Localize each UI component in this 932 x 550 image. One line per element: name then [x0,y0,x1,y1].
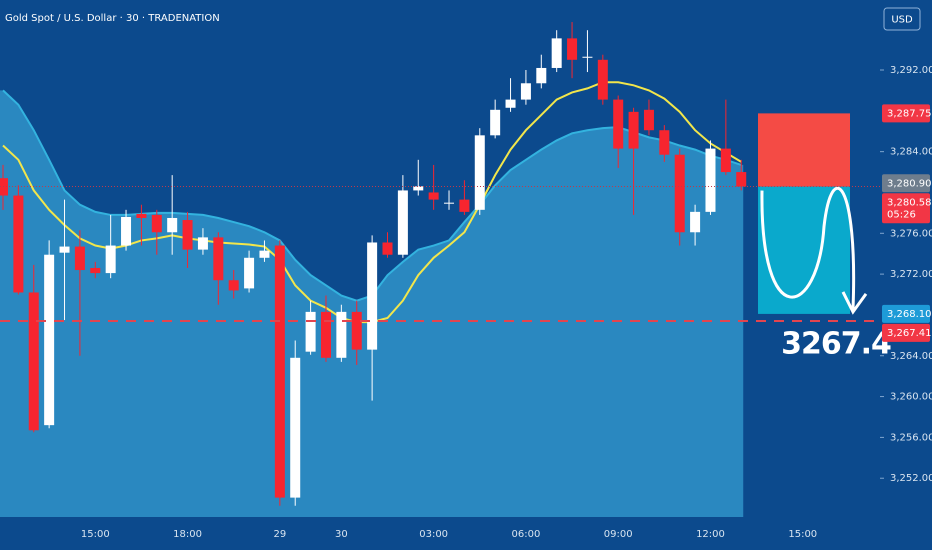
currency-box[interactable] [883,7,921,31]
price-label: 3,267.41 [887,328,932,339]
x-tick-label: 29 [273,529,286,540]
candle-body [197,237,208,250]
candle-body [0,178,8,196]
projection-curve [760,186,856,309]
candle-body [74,246,85,271]
target-zone [758,186,850,314]
candle-body [459,199,470,212]
candle-body [413,186,424,191]
price-label: 3,287.75 [887,108,932,119]
price-label-box [882,174,930,193]
y-tick-label: 3,276.00 [890,228,932,239]
candle-body [551,38,562,68]
stop-zone [758,113,850,187]
y-tick-label: 3,256.00 [890,432,932,443]
target-label: 3267.4 [781,326,891,361]
y-tick-label: 3,292.00 [890,65,932,76]
candle-body [90,267,101,274]
price-label-box [882,304,930,323]
candle-body [336,311,347,358]
candle-body [167,217,178,233]
candle-body [105,245,116,274]
x-tick-label: 09:00 [604,529,633,540]
candle-body [320,311,331,358]
candle-body [520,83,531,100]
candle-body [259,250,270,258]
candle-body [428,192,439,200]
x-tick-label: 30 [335,529,348,540]
candle-body [674,154,685,233]
candle-body [274,245,285,498]
candle-body [28,292,39,431]
candle-body [290,357,301,498]
x-tick-label: 15:00 [81,529,110,540]
y-tick-label: 3,252.00 [890,473,932,484]
projection-arrow [841,291,868,315]
candle-body [720,148,731,173]
x-tick-label: 03:00 [419,529,448,540]
price-label: 3,280.58 [887,197,932,208]
candle-body [474,135,485,210]
candle-body [44,254,55,426]
candle-body [690,211,701,233]
price-label: 3,280.90 [887,178,932,189]
candle-body [244,257,255,289]
candle-body [613,99,624,149]
chart-title: Gold Spot / U.S. Dollar · 30 · TRADENATI… [5,13,220,24]
candle-body [151,214,162,233]
candle-body [505,99,516,108]
price-label-box [882,323,930,342]
candle-body [490,109,501,136]
price-label-box [882,193,930,224]
candle-body [136,213,147,218]
y-tick-label: 3,264.00 [890,351,932,362]
candle-body [582,56,593,58]
candle-body [305,311,316,352]
candle-body [59,246,70,253]
candle-body [382,242,393,255]
y-tick-label: 3,284.00 [890,147,932,158]
candle-body [567,38,578,60]
y-tick-label: 3,260.00 [890,392,932,403]
candle-body [628,111,639,149]
x-tick-label: 15:00 [788,529,817,540]
candle-body [367,242,378,350]
candle-body [228,280,239,291]
currency-button[interactable]: USD [891,15,913,26]
countdown: 05:26 [887,209,916,220]
candle-body [659,130,670,155]
candle-body [597,59,608,100]
price-label: 3,268.10 [887,309,932,320]
x-tick-label: 12:00 [696,529,725,540]
candle-body [351,311,362,350]
candle-body [121,216,132,246]
y-tick-label: 3,272.00 [890,269,932,280]
x-tick-label: 06:00 [512,529,541,540]
candle-body [643,109,654,131]
candle-body [444,202,455,204]
candle-body [182,220,193,250]
x-tick-label: 18:00 [173,529,202,540]
price-label-box [882,104,930,123]
candle-body [736,172,747,187]
candle-body [397,190,408,255]
candle-body [705,148,716,212]
candle-body [13,195,24,293]
candle-body [536,67,547,84]
candle-body [213,237,224,281]
